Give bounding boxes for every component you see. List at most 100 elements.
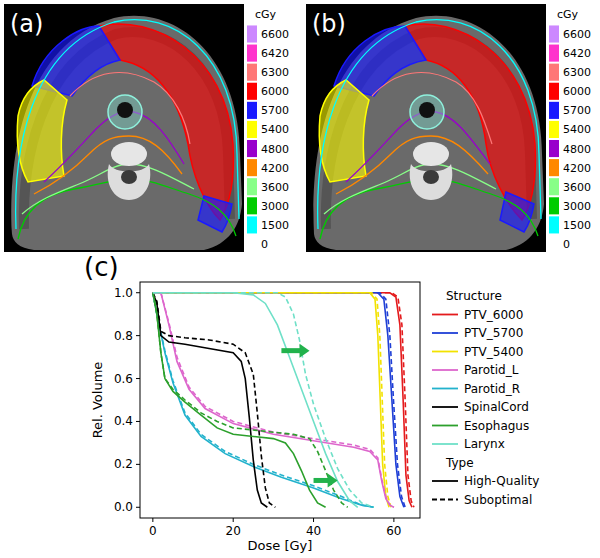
- colorbar-label: 1500: [261, 219, 289, 232]
- colorbar-label: 4200: [563, 162, 591, 175]
- dvh-line: [153, 293, 412, 508]
- colorbar-swatch: [247, 178, 257, 195]
- colorbar-swatch: [549, 83, 559, 100]
- chart: (c)02040600.00.20.40.60.81.0Dose [Gy]Rel…: [84, 252, 539, 553]
- isodose: [318, 20, 541, 229]
- legend-swatch: [432, 406, 458, 408]
- colorbar-label: 6600: [563, 28, 591, 41]
- vertebra: [413, 142, 449, 166]
- legend-swatch: [432, 499, 458, 501]
- colorbar-swatch: [247, 216, 257, 233]
- legend-label: Parotid_R: [464, 382, 520, 396]
- dvh-line: [153, 293, 374, 508]
- legend-title: Type: [445, 456, 474, 470]
- legend-title: Structure: [446, 289, 502, 303]
- colorbar-label: 6420: [261, 47, 289, 60]
- colorbar-swatch: [247, 25, 257, 42]
- vertebra-arch: [410, 164, 453, 200]
- larynx: [410, 95, 444, 129]
- colorbar-swatch: [247, 121, 257, 138]
- colorbar-swatch: [247, 159, 257, 176]
- isodose: [70, 73, 190, 144]
- isodose: [16, 20, 239, 229]
- colorbar-swatch: [247, 64, 257, 81]
- colorbar-swatch: [549, 178, 559, 195]
- colorbar-label: 6600: [261, 28, 289, 41]
- colorbar-swatch: [247, 83, 257, 100]
- colorbar-swatch: [549, 64, 559, 81]
- y-tick: [136, 292, 140, 293]
- y-axis-title: Rel. Volume: [90, 362, 105, 439]
- panel-label: (b): [312, 10, 346, 38]
- colorbar-label: 3000: [261, 200, 289, 213]
- dvh-line: [153, 293, 326, 508]
- y-tick-label: 0.6: [114, 372, 133, 386]
- isodose: [22, 164, 194, 214]
- dose-map: (a)cGy6600642063006000570054004800420036…: [4, 4, 289, 252]
- colorbar-swatch: [549, 45, 559, 62]
- x-tick-label: 40: [306, 524, 321, 538]
- colorbar-label: 3000: [563, 200, 591, 213]
- colorbar-swatch: [549, 159, 559, 176]
- dvh-line: [153, 293, 358, 508]
- arrow-head: [300, 344, 310, 358]
- y-tick-label: 0.0: [114, 500, 133, 514]
- isodose: [34, 136, 182, 194]
- ptv-mid-2: [198, 196, 232, 232]
- legend-label: PTV_6000: [464, 308, 523, 322]
- colorbar-swatch: [549, 102, 559, 119]
- colorbar-swatch: [247, 102, 257, 119]
- legend-label: High-Quality: [464, 474, 539, 488]
- plot-frame: [140, 282, 420, 518]
- vertebra: [111, 142, 147, 166]
- legend-swatch: [432, 332, 458, 334]
- colorbar-label: 1500: [563, 219, 591, 232]
- x-tick-label: 20: [226, 524, 241, 538]
- colorbar-label: 4200: [261, 162, 289, 175]
- x-tick: [152, 518, 153, 522]
- colorbar-label: 0: [563, 238, 570, 251]
- legend-label: PTV_5700: [464, 326, 523, 340]
- dvh-line: [153, 293, 276, 508]
- legend-swatch: [432, 314, 458, 316]
- body: [11, 16, 242, 250]
- arrow-head: [328, 473, 338, 487]
- y-tick: [136, 335, 140, 336]
- colorbar-unit: cGy: [557, 8, 579, 21]
- y-tick-label: 0.4: [114, 414, 133, 428]
- y-tick-label: 0.8: [114, 329, 133, 343]
- legend-swatch: [432, 369, 458, 371]
- larynx: [108, 95, 142, 129]
- legend-swatch: [432, 425, 458, 427]
- colorbar-label: 6000: [563, 85, 591, 98]
- x-tick-label: 0: [149, 524, 157, 538]
- isodose: [324, 164, 496, 214]
- colorbar-label: 4800: [261, 143, 289, 156]
- colorbar-label: 6300: [261, 66, 289, 79]
- colorbar-label: 6420: [563, 47, 591, 60]
- legend-label: Parotid_L: [464, 363, 519, 377]
- y-tick-label: 1.0: [114, 286, 133, 300]
- y-tick: [136, 421, 140, 422]
- dvh-line: [153, 293, 405, 508]
- colorbar-label: 6000: [261, 85, 289, 98]
- dose-map: (b)cGy6600642063006000570054004800420036…: [306, 4, 591, 252]
- legend-label: SpinalCord: [464, 400, 529, 414]
- dvh-line: [153, 293, 394, 508]
- dvh-line: [153, 293, 414, 508]
- vertebra-arch: [108, 164, 151, 200]
- legend-label: Suboptimal: [464, 493, 532, 507]
- y-tick: [136, 507, 140, 508]
- dvh-line: [153, 293, 267, 508]
- colorbar-swatch: [549, 25, 559, 42]
- colorbar-swatch: [247, 197, 257, 214]
- y-tick-label: 0.2: [114, 457, 133, 471]
- ct-image: [306, 4, 546, 252]
- spinal-canal: [423, 170, 439, 184]
- y-tick: [136, 378, 140, 379]
- colorbar-label: 0: [261, 238, 268, 251]
- colorbar-swatch: [549, 140, 559, 157]
- x-axis-title: Dose [Gy]: [248, 538, 313, 553]
- ptv-high: [405, 24, 535, 220]
- colorbar-swatch: [247, 140, 257, 157]
